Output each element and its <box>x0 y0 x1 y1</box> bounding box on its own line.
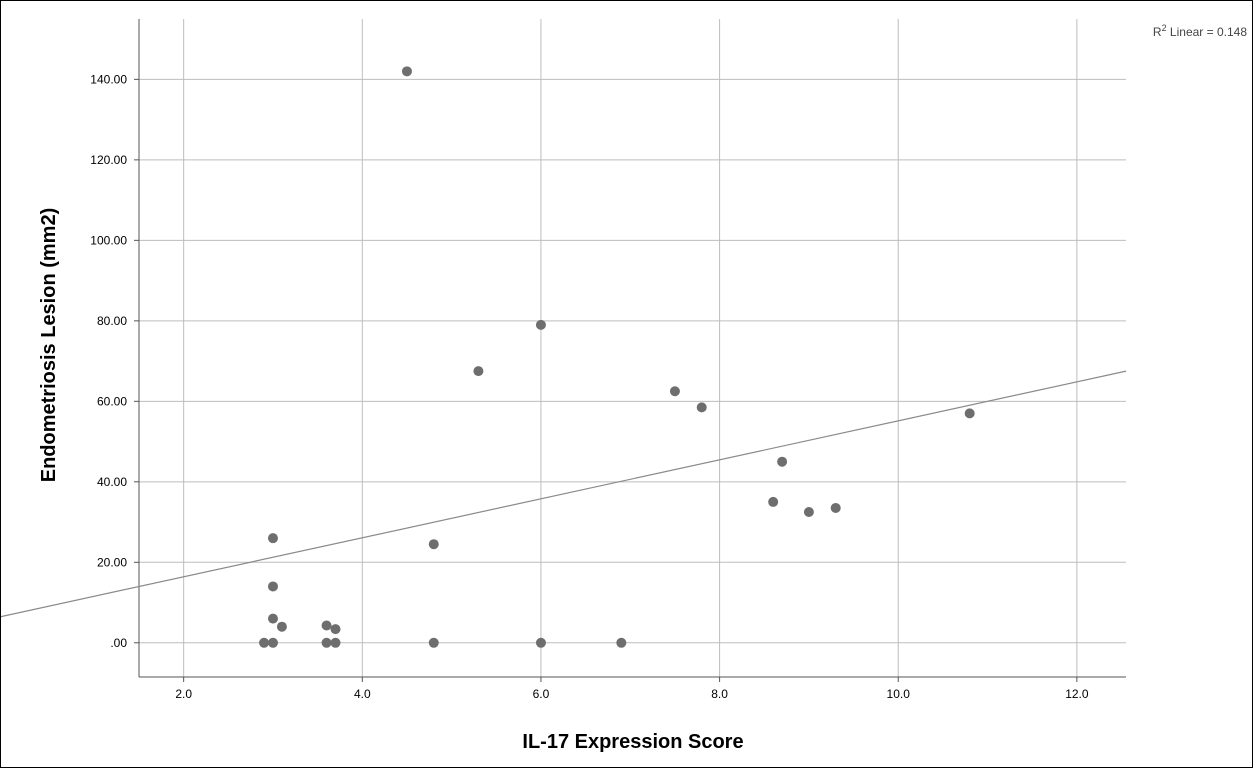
linear-fit-line <box>1 370 1127 618</box>
y-tick-label: 80.00 <box>97 314 127 328</box>
data-point <box>267 613 278 624</box>
x-axis-title: IL-17 Expression Score <box>522 731 743 753</box>
data-point <box>696 402 707 413</box>
points-layer <box>259 66 975 648</box>
x-tick-label: 6.0 <box>533 687 550 701</box>
axis-layer <box>134 19 1126 682</box>
data-point <box>964 408 975 419</box>
x-tick-label: 12.0 <box>1065 687 1089 701</box>
fit-line-layer <box>1 370 1127 618</box>
data-point <box>535 637 546 648</box>
data-point <box>777 456 788 467</box>
data-point <box>803 506 814 517</box>
data-point <box>768 496 779 507</box>
grid-layer <box>139 19 1126 677</box>
data-point <box>330 637 341 648</box>
data-point <box>267 533 278 544</box>
data-point <box>330 624 341 635</box>
y-axis-title: Endometriosis Lesion (mm2) <box>38 208 60 483</box>
y-tick-label: 120.00 <box>90 153 127 167</box>
y-tick-label: 40.00 <box>97 475 127 489</box>
r-squared-r: R <box>1153 25 1162 39</box>
data-point <box>259 637 270 648</box>
data-point <box>267 637 278 648</box>
y-tick-label: 60.00 <box>97 394 127 408</box>
data-point <box>401 66 412 77</box>
data-point <box>535 319 546 330</box>
y-tick-label: .00 <box>110 636 127 650</box>
x-tick-label: 8.0 <box>711 687 728 701</box>
data-point <box>428 539 439 550</box>
data-point <box>276 621 287 632</box>
data-point <box>830 502 841 513</box>
data-point <box>267 581 278 592</box>
x-tick-label: 10.0 <box>887 687 911 701</box>
data-point <box>321 637 332 648</box>
x-tick-label: 4.0 <box>354 687 371 701</box>
data-point <box>321 620 332 631</box>
y-tick-label: 20.00 <box>97 555 127 569</box>
data-point <box>616 637 627 648</box>
data-point <box>473 366 484 377</box>
y-tick-label: 140.00 <box>90 72 127 86</box>
r-squared-label: R2 Linear = 0.148 <box>1153 23 1247 39</box>
tick-labels-layer: 2.0 4.0 6.0 8.0 10.0 12.0 .00 20.00 40.00 60.00 80… <box>90 72 1089 701</box>
data-point <box>669 386 680 397</box>
x-tick-label: 2.0 <box>175 687 192 701</box>
y-tick-label: 100.00 <box>90 233 127 247</box>
r-squared-superscript: 2 <box>1162 23 1167 33</box>
r-squared-text: Linear = 0.148 <box>1167 25 1248 39</box>
data-point <box>428 637 439 648</box>
